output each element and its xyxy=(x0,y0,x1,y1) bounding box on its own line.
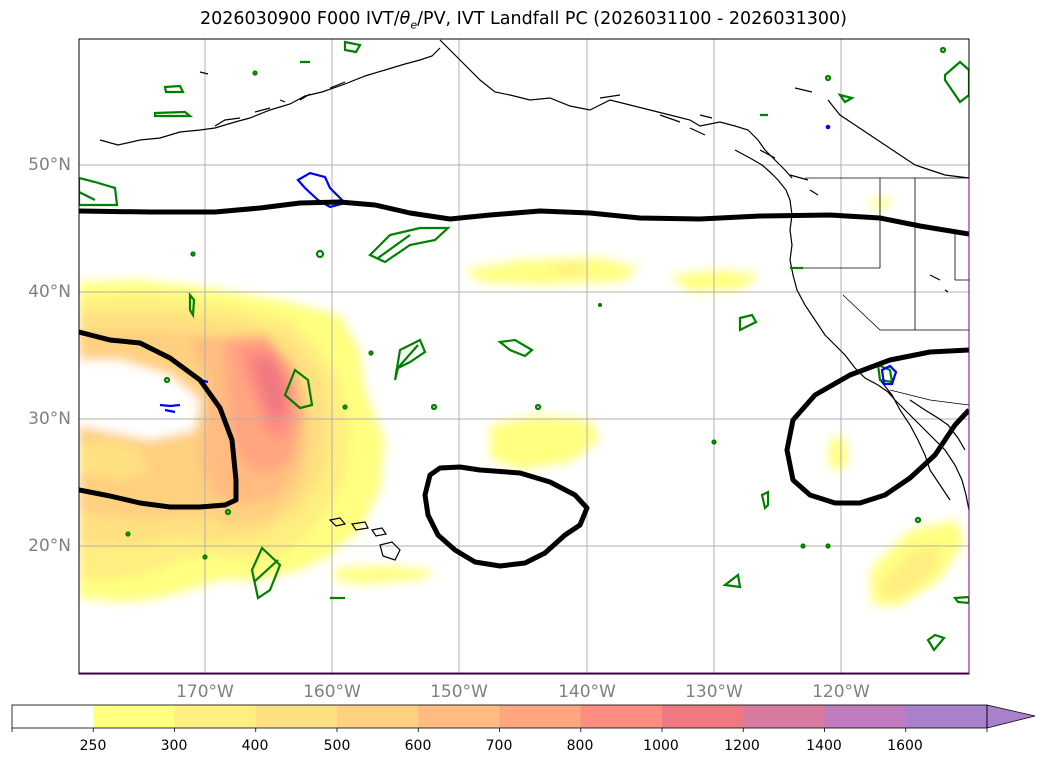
colorbar-label-700: 700 xyxy=(485,738,513,754)
coastlines xyxy=(99,39,969,561)
colorbar-label-250: 250 xyxy=(79,738,107,754)
map-panel xyxy=(79,39,969,674)
lon-label-160w: 160°W xyxy=(303,682,361,702)
colorbar-label-800: 800 xyxy=(566,738,594,754)
colorbar-swatch xyxy=(12,705,94,728)
colorbar xyxy=(11,704,1036,732)
map-title: 2026030900 F000 IVT/θe/PV, IVT Landfall … xyxy=(199,9,848,32)
lon-label-130w: 130°W xyxy=(685,682,743,702)
colorbar-swatch xyxy=(824,705,907,728)
colorbar-swatch xyxy=(337,705,419,728)
lon-label-120w: 120°W xyxy=(812,682,870,702)
colorbar-label-300: 300 xyxy=(160,738,188,754)
lat-label-50n: 50°N xyxy=(28,155,71,175)
colorbar-swatch xyxy=(255,705,338,728)
colorbar-swatch xyxy=(93,705,175,728)
lon-label-170w: 170°W xyxy=(176,682,234,702)
colorbar-label-600: 600 xyxy=(404,738,432,754)
lat-label-40n: 40°N xyxy=(28,282,71,302)
pv-contours xyxy=(79,40,969,652)
lon-label-140w: 140°W xyxy=(558,682,616,702)
colorbar-swatch xyxy=(499,705,582,728)
lat-label-20n: 20°N xyxy=(28,536,71,556)
colorbar-extend-arrow xyxy=(986,704,1036,729)
colorbar-swatch xyxy=(662,705,744,728)
colorbar-label-1600: 1600 xyxy=(887,738,923,754)
colorbar-swatch xyxy=(905,705,988,728)
political-borders xyxy=(792,177,969,406)
colorbar-label-400: 400 xyxy=(241,738,269,754)
colorbar-label-1400: 1400 xyxy=(806,738,842,754)
lat-label-30n: 30°N xyxy=(28,409,71,429)
landfall-pc-contours xyxy=(79,199,969,569)
ivt-shading xyxy=(79,198,965,605)
graticule xyxy=(79,39,969,674)
colorbar-label-1000: 1000 xyxy=(643,738,679,754)
lon-label-150w: 150°W xyxy=(430,682,488,702)
colorbar-label-500: 500 xyxy=(323,738,351,754)
colorbar-swatch xyxy=(580,705,663,728)
colorbar-swatch xyxy=(418,705,500,728)
colorbar-label-1200: 1200 xyxy=(724,738,760,754)
colorbar-swatch xyxy=(743,705,825,728)
colorbar-swatch xyxy=(174,705,257,728)
